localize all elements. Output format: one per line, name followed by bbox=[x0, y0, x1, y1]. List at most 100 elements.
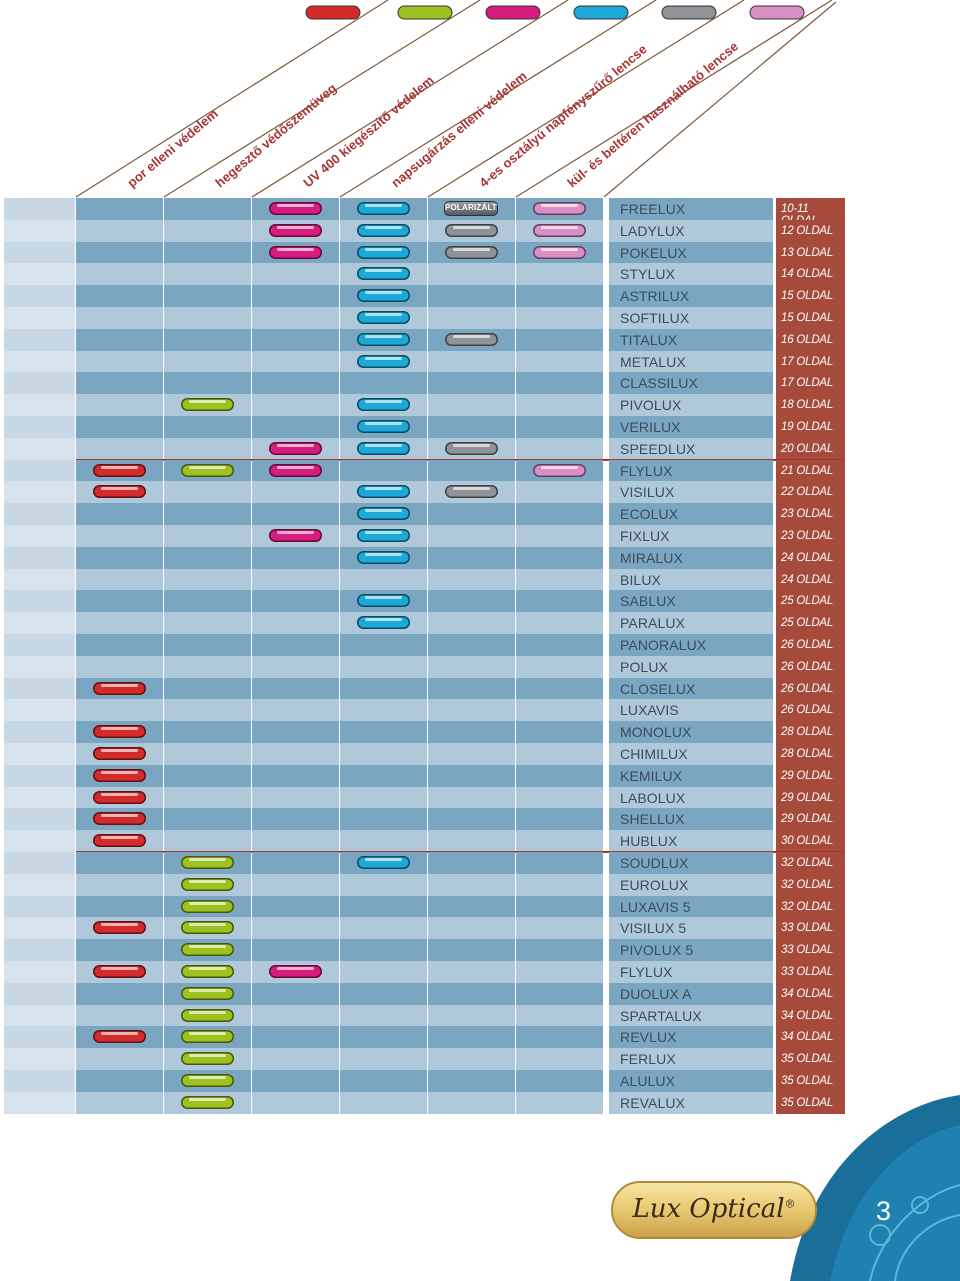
product-name-cell: MONOLUX bbox=[609, 721, 773, 744]
feature-cell bbox=[164, 895, 251, 918]
green-pill-icon bbox=[181, 398, 234, 412]
page-reference-cell: 29 OLDAL bbox=[776, 808, 845, 831]
page-reference-cell: 21 OLDAL bbox=[776, 459, 845, 482]
feature-cell bbox=[252, 525, 339, 547]
page-reference: 22 OLDAL bbox=[781, 486, 834, 499]
feature-cell bbox=[164, 873, 251, 896]
page-reference-cell: 12 OLDAL bbox=[776, 219, 845, 242]
product-name: HUBLUX bbox=[620, 833, 678, 850]
product-name: LUXAVIS 5 bbox=[620, 898, 691, 915]
product-name-cell: SABLUX bbox=[609, 590, 773, 613]
feature-cell bbox=[428, 285, 515, 308]
feature-cell bbox=[428, 961, 515, 983]
page-reference-cell: 15 OLDAL bbox=[776, 285, 845, 308]
product-name: FLYLUX bbox=[620, 964, 673, 980]
feature-cell bbox=[76, 263, 163, 286]
feature-cell bbox=[252, 743, 339, 765]
feature-cell bbox=[516, 634, 603, 656]
green-pill-icon bbox=[181, 463, 234, 477]
feature-cell bbox=[340, 852, 427, 874]
feature-cell bbox=[164, 394, 251, 417]
gray-pill-icon bbox=[445, 245, 498, 259]
feature-cell bbox=[516, 198, 603, 220]
feature-cell bbox=[164, 546, 251, 569]
magenta-pill-icon bbox=[269, 245, 322, 259]
page-reference: 17 OLDAL bbox=[781, 377, 834, 390]
page-reference-cell: 26 OLDAL bbox=[776, 699, 845, 722]
product-name: LABOLUX bbox=[620, 789, 686, 806]
table-row: VISILUX 22 OLDAL bbox=[0, 481, 960, 504]
table-row: BILUX 24 OLDAL bbox=[0, 568, 960, 591]
table-row: CHIMILUX 28 OLDAL bbox=[0, 743, 960, 765]
product-name: TITALUX bbox=[620, 331, 678, 348]
row-margin-cell bbox=[4, 328, 75, 351]
page-reference: 23 OLDAL bbox=[781, 530, 834, 542]
feature-cell bbox=[428, 1026, 515, 1049]
row-margin-cell bbox=[4, 416, 75, 438]
product-name: ASTRILUX bbox=[620, 288, 690, 305]
feature-cell bbox=[252, 873, 339, 896]
feature-cell bbox=[76, 437, 163, 460]
page-reference: 13 OLDAL bbox=[781, 246, 834, 259]
feature-cell bbox=[164, 961, 251, 983]
feature-cell bbox=[340, 808, 427, 831]
feature-cell bbox=[164, 241, 251, 264]
red-pill-icon bbox=[93, 834, 146, 848]
page-reference-cell: 23 OLDAL bbox=[776, 525, 845, 547]
feature-cell bbox=[76, 634, 163, 656]
product-name: VERILUX bbox=[620, 419, 681, 435]
table-row: VERILUX 19 OLDAL bbox=[0, 416, 960, 438]
feature-cell bbox=[164, 350, 251, 373]
row-margin-cell bbox=[4, 568, 75, 591]
row-margin-cell bbox=[4, 307, 75, 329]
feature-cell bbox=[340, 546, 427, 569]
blue-pill-icon bbox=[357, 507, 410, 521]
table-row: METALUX 17 OLDAL bbox=[0, 350, 960, 373]
feature-cell bbox=[252, 852, 339, 874]
feature-cell bbox=[428, 612, 515, 635]
row-margin-cell bbox=[4, 961, 75, 983]
table-row: CLASSILUX 17 OLDAL bbox=[0, 372, 960, 395]
feature-cell bbox=[428, 263, 515, 286]
product-name-cell: KEMILUX bbox=[609, 764, 773, 787]
page-reference-cell: 26 OLDAL bbox=[776, 677, 845, 700]
feature-cell bbox=[340, 525, 427, 547]
feature-cell bbox=[76, 743, 163, 765]
page-reference: 25 OLDAL bbox=[781, 617, 834, 630]
page-number: 3 bbox=[876, 1196, 892, 1226]
page-reference-cell: 25 OLDAL bbox=[776, 590, 845, 613]
feature-cell bbox=[340, 198, 427, 220]
page-reference: 30 OLDAL bbox=[781, 835, 834, 848]
feature-cell bbox=[340, 1070, 427, 1092]
feature-cell bbox=[252, 546, 339, 569]
product-name-cell: LADYLUX bbox=[609, 219, 773, 242]
feature-cell bbox=[76, 1070, 163, 1092]
table-row: SPEEDLUX 20 OLDAL bbox=[0, 437, 960, 460]
polarized-badge: POLARIZÁLT bbox=[444, 201, 498, 216]
feature-cell bbox=[76, 481, 163, 504]
row-margin-cell bbox=[4, 895, 75, 918]
feature-cell bbox=[252, 263, 339, 286]
product-name: EUROLUX bbox=[620, 876, 689, 893]
product-name: SABLUX bbox=[620, 593, 676, 610]
feature-cell bbox=[516, 394, 603, 417]
blue-pill-icon bbox=[357, 289, 410, 303]
table-row: TITALUX 16 OLDAL bbox=[0, 328, 960, 351]
blue-pill-icon bbox=[357, 529, 410, 542]
feature-cell bbox=[516, 416, 603, 438]
blue-pill-icon bbox=[357, 420, 410, 433]
page-reference: 33 OLDAL bbox=[781, 966, 834, 978]
feature-cell bbox=[164, 1004, 251, 1027]
blue-pill-icon bbox=[357, 311, 410, 324]
table-row: FLYLUX 33 OLDAL bbox=[0, 961, 960, 983]
page-reference: 25 OLDAL bbox=[781, 595, 834, 608]
row-margin-cell bbox=[4, 1004, 75, 1027]
feature-cell bbox=[252, 961, 339, 983]
feature-cell bbox=[76, 873, 163, 896]
table-row: SHELLUX 29 OLDAL bbox=[0, 808, 960, 831]
page-reference: 34 OLDAL bbox=[781, 987, 834, 1000]
blue-pill-icon bbox=[357, 616, 410, 630]
pink-pill-icon bbox=[533, 463, 586, 477]
blue-pill-icon bbox=[357, 354, 410, 368]
page-reference: 17 OLDAL bbox=[781, 355, 834, 368]
